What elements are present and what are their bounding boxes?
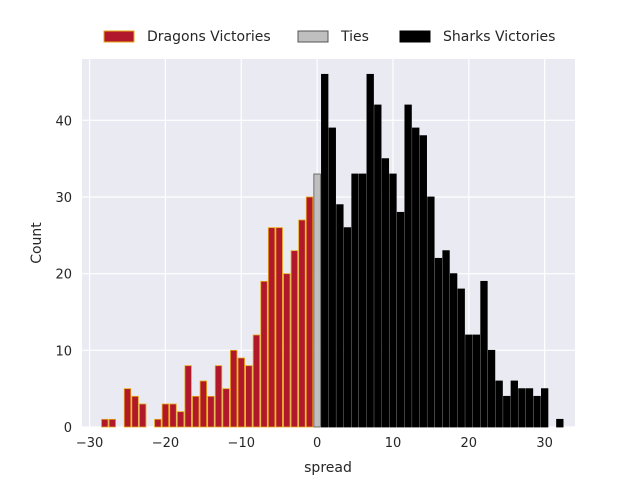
legend-label: Sharks Victories xyxy=(443,29,555,45)
legend-label: Ties xyxy=(340,29,369,45)
bar--1 xyxy=(305,196,314,428)
bar--15 xyxy=(199,380,208,428)
bar--24 xyxy=(131,395,139,428)
bar--17 xyxy=(184,365,192,428)
bar-3 xyxy=(336,204,344,428)
bar-17 xyxy=(442,250,450,428)
bar-32 xyxy=(556,418,564,428)
y-axis-title: Count xyxy=(29,222,45,264)
bar--13 xyxy=(214,365,223,428)
bar-8 xyxy=(374,104,382,428)
x-tick-label: 0 xyxy=(313,436,321,451)
bar-10 xyxy=(389,173,397,428)
bar-25 xyxy=(503,395,511,428)
x-tick-label: 20 xyxy=(461,436,478,451)
x-tick-label: −20 xyxy=(152,436,179,451)
bar-16 xyxy=(434,257,443,428)
y-tick-label: 20 xyxy=(55,268,72,283)
bar-26 xyxy=(510,380,518,428)
legend-swatch xyxy=(399,30,431,43)
bar--3 xyxy=(290,250,299,428)
bar-21 xyxy=(472,334,481,428)
bar--4 xyxy=(283,273,291,428)
bar--10 xyxy=(237,357,245,428)
bar-23 xyxy=(487,349,496,428)
bar-19 xyxy=(457,288,465,428)
x-tick-label: 30 xyxy=(536,436,553,451)
bar-6 xyxy=(358,173,367,428)
bar-20 xyxy=(465,334,473,428)
bar-18 xyxy=(449,273,458,428)
y-tick-label: 40 xyxy=(55,114,72,129)
bar-1 xyxy=(321,73,329,428)
x-tick-label: −10 xyxy=(228,436,255,451)
y-tick-label: 30 xyxy=(55,191,72,206)
bar-28 xyxy=(525,388,534,428)
x-tick-label: 10 xyxy=(385,436,402,451)
bar--28 xyxy=(101,418,109,428)
bar--7 xyxy=(260,280,268,428)
bar-2 xyxy=(328,127,336,428)
bar-5 xyxy=(351,173,359,428)
bar--2 xyxy=(298,219,306,428)
legend: Dragons Victories Ties Sharks Victories xyxy=(103,29,555,45)
bar-27 xyxy=(518,388,526,428)
legend-swatch xyxy=(103,30,135,43)
bar--16 xyxy=(192,395,200,428)
bar--14 xyxy=(207,395,215,428)
bar--5 xyxy=(275,227,283,428)
bar--20 xyxy=(161,403,170,428)
legend-swatch xyxy=(297,30,329,43)
bar-30 xyxy=(541,388,549,428)
bar--19 xyxy=(169,403,177,428)
bar-29 xyxy=(533,395,541,428)
bar-14 xyxy=(419,135,427,428)
x-axis-title: spread xyxy=(304,460,352,476)
plot-background xyxy=(82,59,575,427)
bar-9 xyxy=(381,158,390,428)
bar--12 xyxy=(222,388,230,428)
y-tick-label: 0 xyxy=(64,421,72,436)
bar-13 xyxy=(412,127,420,428)
bar-12 xyxy=(404,104,412,428)
bar--27 xyxy=(108,418,117,428)
bar--6 xyxy=(267,227,276,428)
bar-4 xyxy=(343,227,352,428)
bar-15 xyxy=(427,196,435,428)
x-tick-label: −30 xyxy=(76,436,103,451)
bar--21 xyxy=(154,418,162,428)
bar-0 xyxy=(313,173,321,428)
bar-7 xyxy=(366,73,374,428)
legend-label: Dragons Victories xyxy=(147,29,271,45)
bar-22 xyxy=(480,280,488,428)
bar--18 xyxy=(176,411,185,428)
bar-11 xyxy=(396,211,405,428)
y-tick-label: 10 xyxy=(55,344,72,359)
bar--23 xyxy=(139,403,147,428)
x-tick-labels: −30 −20 −10 0 10 20 30 xyxy=(76,436,553,451)
bar--11 xyxy=(230,349,238,428)
bar--9 xyxy=(245,365,253,428)
bar--25 xyxy=(123,388,132,428)
bars xyxy=(101,73,564,428)
bar--8 xyxy=(252,334,261,428)
y-tick-labels: 0 10 20 30 40 xyxy=(55,114,72,436)
bar-24 xyxy=(495,380,503,428)
